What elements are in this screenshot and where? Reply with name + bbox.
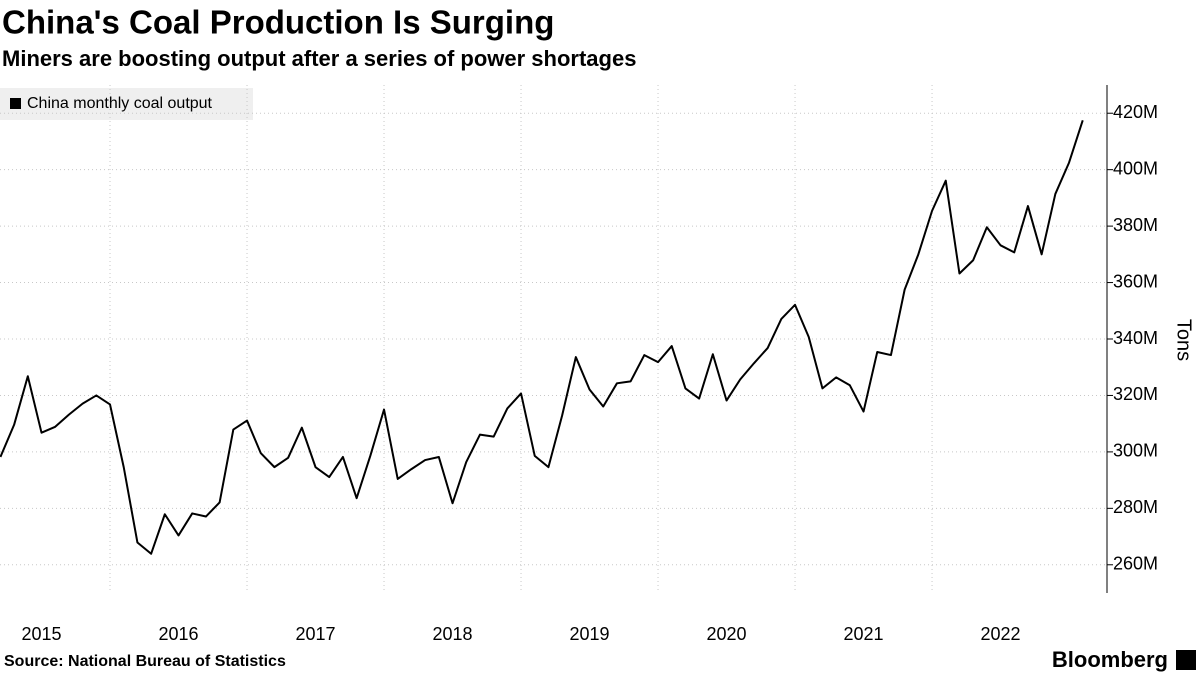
legend-box — [0, 88, 253, 120]
y-tick-label: 360M — [1113, 271, 1158, 291]
x-tick-label: 2017 — [295, 624, 335, 644]
x-tick-label: 2015 — [21, 624, 61, 644]
brand: Bloomberg — [1052, 647, 1168, 672]
legend-marker — [10, 98, 21, 109]
y-tick-label: 260M — [1113, 554, 1158, 574]
y-tick-label: 280M — [1113, 497, 1158, 517]
y-tick-label: 420M — [1113, 102, 1158, 122]
brand-icon — [1176, 650, 1196, 670]
x-tick-label: 2019 — [570, 624, 610, 644]
x-tick-label: 2022 — [981, 624, 1021, 644]
x-tick-label: 2016 — [158, 624, 198, 644]
line — [0, 119, 1084, 555]
y-tick-label: 340M — [1113, 328, 1158, 348]
x-tick-label: 2020 — [707, 624, 747, 644]
chart-subtitle: Miners are boosting output after a serie… — [2, 46, 636, 71]
chart-title: China's Coal Production Is Surging — [2, 4, 554, 41]
x-tick-label: 2018 — [433, 624, 473, 644]
y-tick-label: 400M — [1113, 158, 1158, 178]
source: Source: National Bureau of Statistics — [4, 653, 286, 670]
y-tick-label: 300M — [1113, 441, 1158, 461]
x-tick-label: 2021 — [844, 624, 884, 644]
legend-label: China monthly coal output — [27, 95, 213, 112]
y-axis-label: Tons — [1173, 319, 1195, 361]
y-tick-label: 380M — [1113, 215, 1158, 235]
y-tick-label: 320M — [1113, 384, 1158, 404]
